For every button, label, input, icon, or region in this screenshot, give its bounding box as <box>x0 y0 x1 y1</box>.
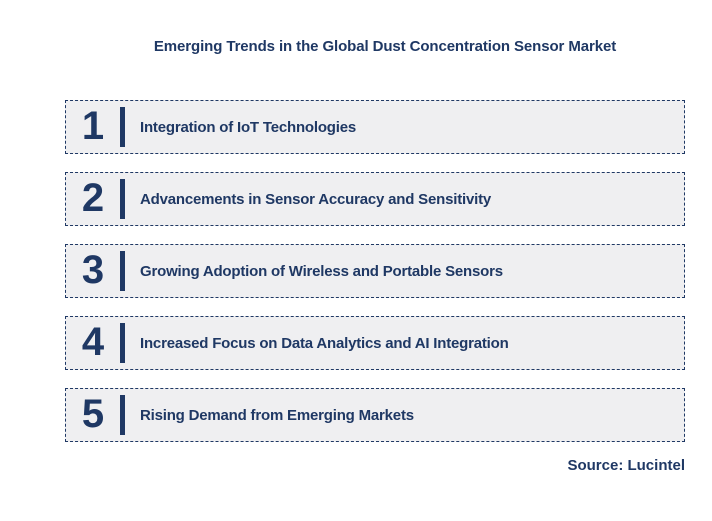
trend-label: Advancements in Sensor Accuracy and Sens… <box>140 190 492 208</box>
page-title: Emerging Trends in the Global Dust Conce… <box>153 38 617 55</box>
trend-label: Growing Adoption of Wireless and Portabl… <box>140 262 503 280</box>
trend-separator-bar <box>120 251 125 291</box>
trend-label: Integration of IoT Technologies <box>140 118 357 136</box>
trend-separator-bar <box>120 395 125 435</box>
trend-list: 1 Integration of IoT Technologies 2 Adva… <box>65 100 685 460</box>
trend-row-4: 4 Increased Focus on Data Analytics and … <box>65 316 685 370</box>
source-note: Source: Lucintel <box>567 457 685 474</box>
trend-separator-bar <box>120 107 125 147</box>
trend-label: Increased Focus on Data Analytics and AI… <box>140 334 509 352</box>
trend-separator-bar <box>120 179 125 219</box>
trend-separator-bar <box>120 323 125 363</box>
trend-row-2: 2 Advancements in Sensor Accuracy and Se… <box>65 172 685 226</box>
trend-label: Rising Demand from Emerging Markets <box>140 406 414 424</box>
trend-number: 3 <box>81 248 105 292</box>
trend-number: 5 <box>81 392 105 436</box>
trend-row-3: 3 Growing Adoption of Wireless and Porta… <box>65 244 685 298</box>
trend-number: 4 <box>81 320 105 364</box>
trend-number: 2 <box>81 176 105 220</box>
trend-number: 1 <box>81 104 105 148</box>
trend-row-1: 1 Integration of IoT Technologies <box>65 100 685 154</box>
trend-row-5: 5 Rising Demand from Emerging Markets <box>65 388 685 442</box>
